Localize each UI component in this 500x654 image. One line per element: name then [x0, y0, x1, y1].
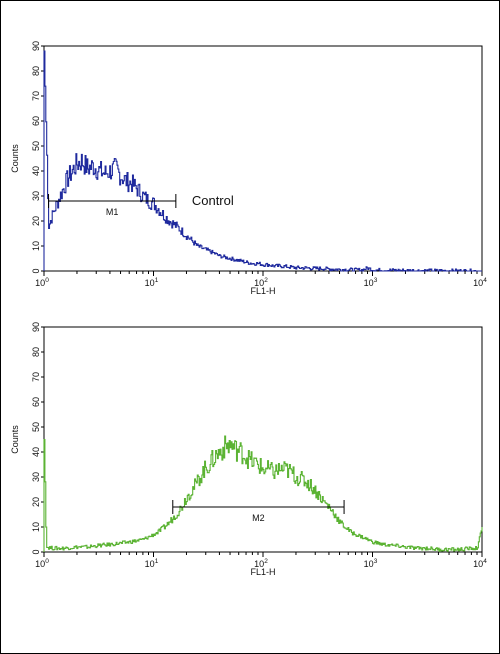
x-tick-label: 104 — [473, 558, 487, 569]
y-tick-label: 70 — [31, 91, 41, 101]
x-tick-label: 102 — [254, 277, 268, 288]
y-tick-label: 10 — [31, 522, 41, 532]
x-tick-label: 104 — [473, 277, 487, 288]
y-tick-label: 50 — [31, 422, 41, 432]
y-tick-label: 20 — [31, 216, 41, 226]
y-tick-label: 40 — [31, 447, 41, 457]
y-tick-label: 0 — [31, 268, 41, 273]
x-axis-label: FL1-H — [250, 567, 275, 577]
control-annotation: Control — [192, 193, 234, 208]
y-tick-label: 80 — [31, 347, 41, 357]
y-tick-label: 40 — [31, 166, 41, 176]
y-tick-label: 90 — [31, 322, 41, 332]
y-tick-label: 70 — [31, 372, 41, 382]
plot-frame — [43, 45, 483, 272]
y-tick-label: 60 — [31, 116, 41, 126]
x-tick-label: 103 — [364, 558, 378, 569]
y-tick-label: 90 — [31, 41, 41, 51]
y-tick-label: 30 — [31, 472, 41, 482]
y-tick-label: 50 — [31, 141, 41, 151]
histogram-trace — [43, 50, 482, 272]
x-tick-label: 103 — [364, 277, 378, 288]
y-tick-label: 30 — [31, 191, 41, 201]
y-axis-label: Counts — [10, 425, 20, 454]
gate-label: M1 — [106, 207, 119, 217]
histogram-panel-2: 0 10 20 30 40 50 60 70 80 90 Counts 100 101 102 103 104… — [10, 322, 487, 577]
histogram-panel-1: 0 10 20 30 40 50 60 70 80 90 Counts 100 101 102 103 104… — [10, 41, 487, 296]
x-tick-label: 102 — [254, 558, 268, 569]
y-tick-label: 60 — [31, 397, 41, 407]
x-axis-label: FL1-H — [250, 286, 275, 296]
histogram-trace — [43, 435, 483, 552]
y-tick-label: 10 — [31, 241, 41, 251]
x-tick-label: 101 — [145, 277, 159, 288]
x-tick-label: 101 — [145, 558, 159, 569]
y-tick-label: 0 — [31, 549, 41, 554]
gate-label: M2 — [252, 513, 265, 523]
x-tick-label: 100 — [35, 558, 49, 569]
y-tick-label: 20 — [31, 497, 41, 507]
y-axis-label: Counts — [10, 144, 20, 173]
x-tick-label: 100 — [35, 277, 49, 288]
y-tick-label: 80 — [31, 66, 41, 76]
